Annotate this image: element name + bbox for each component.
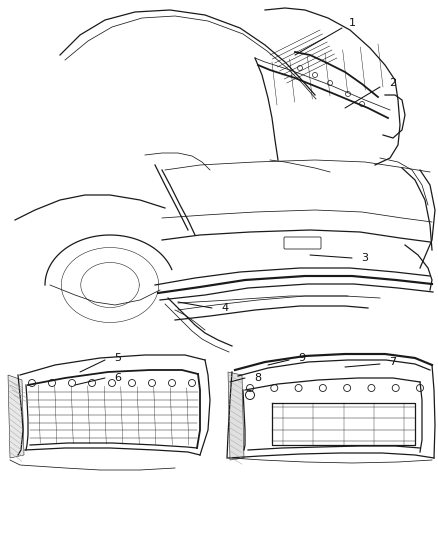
Text: 9: 9	[298, 353, 306, 363]
Text: 5: 5	[114, 353, 121, 363]
Text: 2: 2	[389, 78, 396, 88]
FancyBboxPatch shape	[284, 237, 321, 249]
Text: 1: 1	[349, 18, 356, 28]
Text: 3: 3	[361, 253, 368, 263]
Text: 7: 7	[389, 357, 396, 367]
Text: 8: 8	[254, 373, 261, 383]
Text: 6: 6	[114, 373, 121, 383]
Text: 4: 4	[222, 303, 229, 313]
Polygon shape	[228, 372, 244, 460]
Polygon shape	[8, 375, 24, 458]
